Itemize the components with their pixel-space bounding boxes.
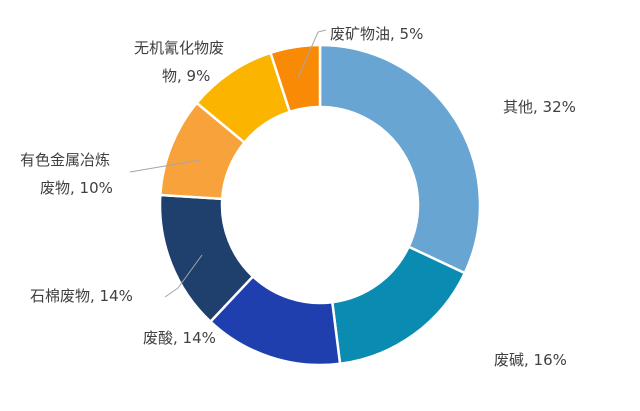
label-asbestos: 石棉废物, 14%	[30, 287, 133, 305]
label-waste-alkali: 废碱, 16%	[494, 351, 567, 369]
label-mineral-oil: 废矿物油, 5%	[330, 25, 424, 43]
leader-line-0	[297, 29, 327, 79]
slice-6	[268, 43, 322, 114]
slice-1	[330, 245, 467, 366]
label-cyanide-1: 无机氰化物废	[134, 39, 225, 57]
label-cyanide-2: 物, 9%	[162, 67, 211, 85]
label-other: 其他, 32%	[503, 98, 576, 116]
slice-0	[318, 43, 482, 275]
leader-line-1	[129, 159, 201, 173]
label-nonferrous-1: 有色金属冶炼	[20, 151, 111, 169]
label-waste-acid: 废酸, 14%	[143, 329, 216, 347]
leader-line-2	[164, 254, 203, 298]
label-nonferrous-2: 废物, 10%	[40, 179, 113, 197]
